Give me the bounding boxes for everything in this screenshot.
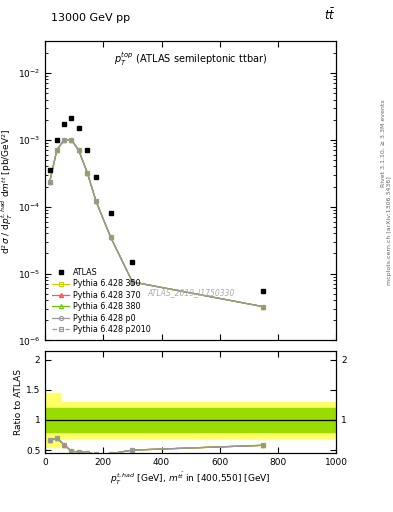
Text: 13000 GeV pp: 13000 GeV pp	[51, 13, 130, 23]
Text: $p_T^{top}$ (ATLAS semileptonic ttbar): $p_T^{top}$ (ATLAS semileptonic ttbar)	[114, 50, 267, 68]
Legend: ATLAS, Pythia 6.428 350, Pythia 6.428 370, Pythia 6.428 380, Pythia 6.428 p0, Py: ATLAS, Pythia 6.428 350, Pythia 6.428 37…	[49, 266, 153, 336]
Text: Rivet 3.1.10, ≥ 3.3M events: Rivet 3.1.10, ≥ 3.3M events	[381, 99, 386, 187]
Y-axis label: Ratio to ATLAS: Ratio to ATLAS	[14, 369, 23, 435]
Text: $t\bar{t}$: $t\bar{t}$	[325, 8, 336, 23]
Text: ATLAS_2019_I1750330: ATLAS_2019_I1750330	[147, 288, 234, 297]
X-axis label: $p_T^{t,had}$ [GeV], $m^{t\bar{t}}$ in [400,550] [GeV]: $p_T^{t,had}$ [GeV], $m^{t\bar{t}}$ in […	[110, 471, 271, 487]
Y-axis label: d$^2\sigma$ / d$p_T^{t,had}$ d$m^{t\bar{t}}$ [pb/GeV$^2$]: d$^2\sigma$ / d$p_T^{t,had}$ d$m^{t\bar{…	[0, 128, 15, 253]
Text: mcplots.cern.ch [arXiv:1306.3436]: mcplots.cern.ch [arXiv:1306.3436]	[387, 176, 391, 285]
